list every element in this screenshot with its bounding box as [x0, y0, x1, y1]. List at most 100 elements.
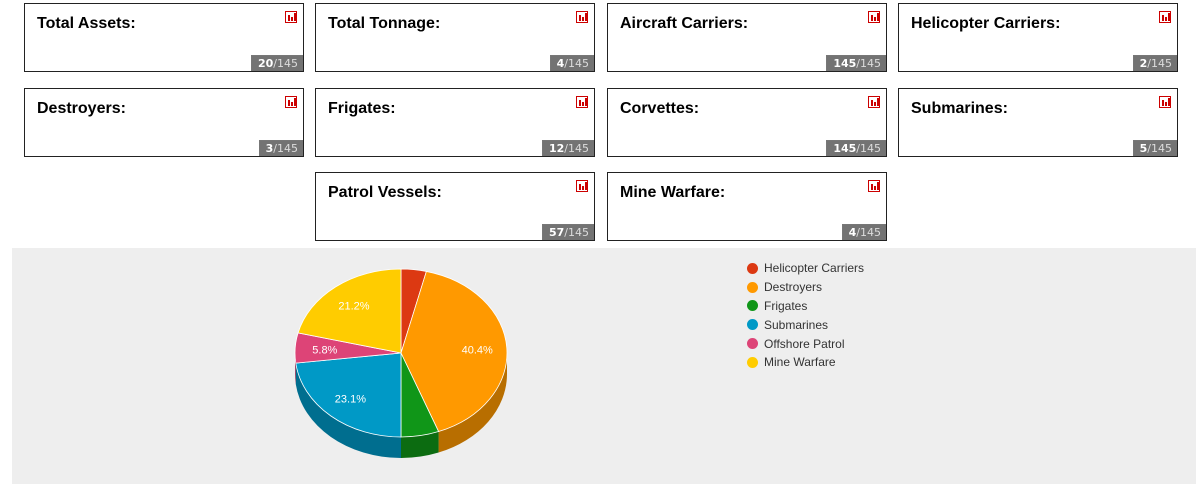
- pie-slice-submarines[interactable]: [295, 352, 402, 438]
- pie-slice-side-submarines: [295, 363, 401, 458]
- rank-value: 145: [833, 57, 857, 70]
- card-value: 4: [911, 41, 921, 59]
- card-value: 6: [328, 126, 338, 144]
- rank-total: /145: [273, 57, 298, 70]
- legend-label: Destroyers: [764, 280, 823, 295]
- rank-total: /145: [1147, 142, 1172, 155]
- card-title: Helicopter Carriers:: [911, 15, 1061, 32]
- card-patrol-vessels: Patrol Vessels: 6 57/145: [315, 172, 595, 241]
- card-value: 22: [620, 210, 640, 228]
- card-title: Frigates:: [328, 100, 396, 117]
- card-value: 0: [620, 126, 630, 144]
- legend-label: Frigates: [764, 298, 808, 313]
- rank-value: 12: [548, 142, 565, 155]
- legend-label: Offshore Patrol: [764, 336, 845, 351]
- bar-chart-icon[interactable]: [576, 180, 588, 192]
- bar-chart-icon[interactable]: [868, 96, 880, 108]
- legend-item[interactable]: Mine Warfare: [747, 353, 864, 372]
- legend-marker: [747, 281, 758, 293]
- pie-slice-side-frigates: [401, 431, 439, 458]
- rank-badge: 145/145: [826, 55, 886, 71]
- card-value: 42: [37, 126, 57, 144]
- rank-total: /145: [856, 57, 881, 70]
- rank-badge: 2/145: [1132, 55, 1177, 71]
- rank-value: 145: [833, 142, 857, 155]
- rank-total: /145: [856, 226, 881, 239]
- card-title: Total Assets:: [37, 15, 136, 32]
- legend-marker: [747, 356, 758, 368]
- rank-badge: 12/145: [541, 140, 594, 156]
- pie-data-label: 5.8%: [312, 344, 337, 356]
- bar-chart-icon[interactable]: [285, 11, 297, 23]
- pie-data-label: 23.1%: [335, 393, 366, 405]
- pie-slice-destroyers[interactable]: [400, 270, 508, 433]
- rank-total: /145: [1147, 57, 1172, 70]
- legend-item[interactable]: Submarines: [747, 315, 864, 334]
- bar-chart-icon[interactable]: [1159, 96, 1171, 108]
- legend-item[interactable]: Frigates: [747, 297, 864, 316]
- fleet-composition-chart: 40.4% 23.1% 5.8% 21.2% Helicopter Carriers D…: [12, 248, 1196, 484]
- card-aircraft-carriers: Aircraft Carriers: 0 145/145: [607, 3, 887, 72]
- rank-value: 4: [556, 57, 565, 70]
- rank-badge: 57/145: [541, 224, 594, 240]
- legend-marker: [747, 319, 758, 331]
- card-title: Mine Warfare:: [620, 184, 726, 201]
- card-destroyers: Destroyers: 42 3/145: [24, 88, 304, 157]
- rank-badge: 4/145: [549, 55, 594, 71]
- bar-chart-icon[interactable]: [576, 96, 588, 108]
- rank-value: 2: [1139, 57, 1148, 70]
- pie-chart: 40.4% 23.1% 5.8% 21.2%: [294, 268, 508, 458]
- card-title: Patrol Vessels:: [328, 184, 442, 201]
- legend-item[interactable]: Helicopter Carriers: [747, 259, 864, 278]
- card-title: Destroyers:: [37, 100, 126, 117]
- legend-item[interactable]: Destroyers: [747, 278, 864, 297]
- rank-badge: 145/145: [826, 140, 886, 156]
- pie-slice-mine-warfare[interactable]: [297, 268, 402, 354]
- rank-total: /145: [564, 226, 589, 239]
- rank-value: 57: [548, 226, 565, 239]
- rank-badge: 20/145: [250, 55, 303, 71]
- bar-chart-icon[interactable]: [1159, 11, 1171, 23]
- card-title: Submarines:: [911, 100, 1008, 117]
- card-value: 0: [620, 41, 630, 59]
- card-value: 769,882 tonnes: [328, 41, 446, 59]
- legend-marker: [747, 300, 758, 312]
- card-value: 6: [328, 210, 338, 228]
- card-total-tonnage: Total Tonnage: 769,882 tonnes 4/145: [315, 3, 595, 72]
- rank-total: /145: [856, 142, 881, 155]
- pie-data-label: 40.4%: [462, 344, 493, 356]
- card-value: 24: [911, 126, 931, 144]
- chart-legend: Helicopter Carriers Destroyers Frigates Sub…: [747, 259, 864, 372]
- rank-total: /145: [273, 142, 298, 155]
- rank-value: 3: [265, 142, 274, 155]
- card-title: Aircraft Carriers:: [620, 15, 749, 32]
- card-title: Total Tonnage:: [328, 15, 441, 32]
- legend-marker: [747, 262, 758, 274]
- pie-data-label: 21.2%: [338, 300, 369, 312]
- rank-value: 5: [1139, 142, 1148, 155]
- bar-chart-icon[interactable]: [868, 11, 880, 23]
- rank-badge: 3/145: [258, 140, 303, 156]
- card-frigates: Frigates: 6 12/145: [315, 88, 595, 157]
- bar-chart-icon[interactable]: [285, 96, 297, 108]
- legend-label: Helicopter Carriers: [764, 261, 865, 276]
- bar-chart-icon[interactable]: [576, 11, 588, 23]
- pie-slice-side-destroyers: [438, 353, 507, 453]
- rank-badge: 4/145: [841, 224, 886, 240]
- card-total-assets: Total Assets: 159 20/145: [24, 3, 304, 72]
- card-title: Corvettes:: [620, 100, 700, 117]
- card-corvettes: Corvettes: 0 145/145: [607, 88, 887, 157]
- rank-value: 20: [257, 57, 274, 70]
- rank-total: /145: [564, 57, 589, 70]
- rank-total: /145: [564, 142, 589, 155]
- legend-item[interactable]: Offshore Patrol: [747, 334, 864, 353]
- legend-label: Submarines: [764, 317, 829, 332]
- card-helicopter-carriers: Helicopter Carriers: 4 2/145: [898, 3, 1178, 72]
- legend-label: Mine Warfare: [764, 355, 836, 370]
- legend-marker: [747, 338, 758, 350]
- card-submarines: Submarines: 24 5/145: [898, 88, 1178, 157]
- bar-chart-icon[interactable]: [868, 180, 880, 192]
- rank-value: 4: [848, 226, 857, 239]
- card-mine-warfare: Mine Warfare: 22 4/145: [607, 172, 887, 241]
- card-value: 159: [37, 41, 66, 59]
